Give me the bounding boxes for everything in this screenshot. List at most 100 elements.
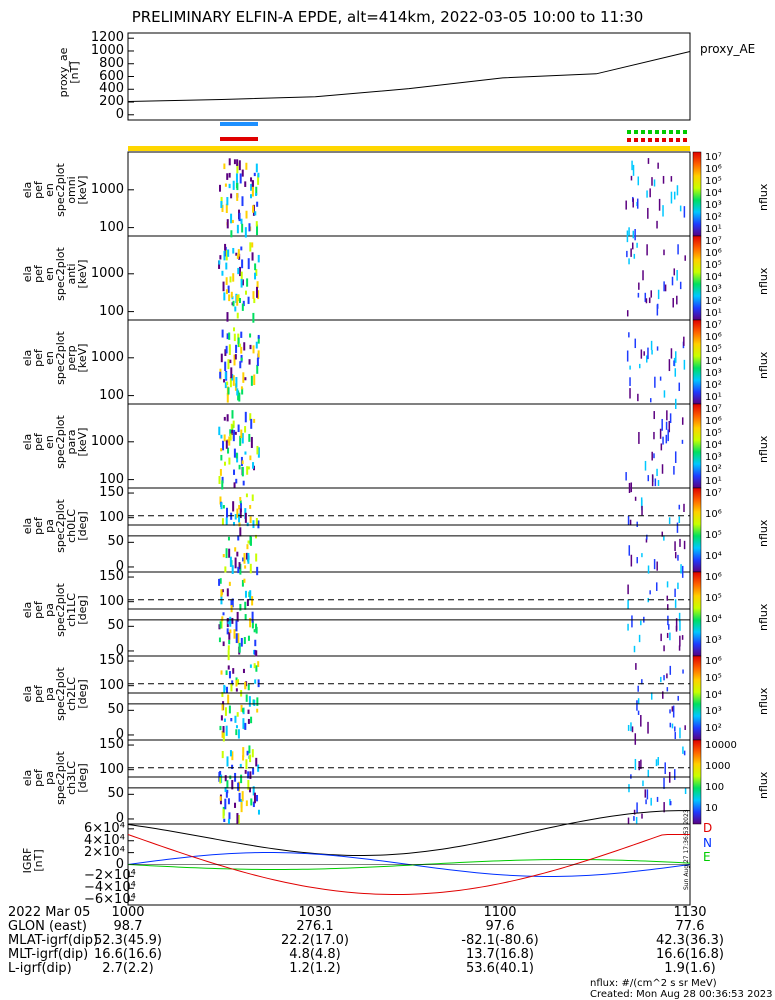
- spectrogram-cell: [630, 722, 632, 731]
- bottom-row-value: 4.8(4.8): [275, 947, 355, 962]
- spectrogram-cell: [235, 432, 237, 435]
- spectrogram-cell: [672, 298, 674, 307]
- spectrogram-cell: [232, 501, 234, 511]
- spectrogram-cell: [248, 434, 250, 442]
- spectrogram-cell: [233, 301, 235, 307]
- spectrogram-cell: [245, 591, 247, 598]
- spectrogram-cell: [239, 465, 241, 470]
- panel-frame: [128, 488, 690, 572]
- spectrogram-cell: [252, 749, 254, 757]
- green-dot: [648, 130, 652, 134]
- spectrogram-cell: [237, 225, 239, 233]
- spectrogram-cell: [250, 717, 252, 723]
- panel-frame: [128, 404, 690, 488]
- spectrogram-cell: [224, 244, 226, 251]
- spectrogram-cell: [244, 451, 246, 454]
- spectrogram-cell: [256, 567, 258, 575]
- igrf-legend-e: E: [703, 850, 711, 864]
- spectrogram-cell: [228, 665, 230, 669]
- spectrogram-cell: [224, 718, 226, 721]
- spectrogram-cell: [629, 545, 631, 555]
- colorbar-tick: 10³: [705, 368, 722, 379]
- spectrogram-cell: [255, 650, 257, 656]
- y-tick-label: 150: [84, 653, 124, 668]
- spectrogram-cell: [224, 417, 226, 421]
- panel-frame: [128, 33, 690, 120]
- spectrogram-cell: [669, 709, 671, 713]
- green-dot: [655, 130, 659, 134]
- spectrogram-cell: [249, 618, 251, 627]
- colorbar: [693, 320, 701, 404]
- panel-ylabel: ela pef en spec2plot para [keV]: [22, 400, 88, 484]
- spectrogram-cell: [671, 176, 673, 182]
- spectrogram-cell: [677, 523, 679, 533]
- spectrogram-cell: [236, 453, 238, 459]
- spectrogram-cell: [682, 417, 684, 424]
- spectrogram-cell: [632, 726, 634, 732]
- spectrogram-cell: [250, 194, 252, 198]
- colorbar-tick: 10⁵: [705, 530, 722, 541]
- spectrogram-cell: [252, 520, 254, 528]
- colorbar-label: nflux: [757, 267, 770, 294]
- spectrogram-cell: [236, 159, 238, 166]
- spectrogram-cell: [226, 517, 228, 525]
- spectrogram-cell: [233, 432, 235, 442]
- spectrogram-cell: [257, 661, 259, 667]
- panel-frame: [128, 236, 690, 320]
- spectrogram-cell: [230, 214, 232, 224]
- spectrogram-cell: [244, 637, 246, 644]
- spectrogram-cell: [675, 399, 677, 409]
- spectrogram-cell: [251, 596, 253, 605]
- spectrogram-cell: [230, 718, 232, 721]
- spectrogram-cell: [647, 208, 649, 219]
- spectrogram-cell: [235, 354, 237, 359]
- colorbar-tick: 10⁴: [705, 188, 722, 199]
- spectrogram-cell: [629, 377, 631, 386]
- spectrogram-cell: [655, 478, 657, 486]
- y-tick-label: 0: [84, 107, 124, 122]
- spectrogram-cell: [240, 764, 242, 767]
- spectrogram-cell: [256, 287, 258, 298]
- spectrogram-cell: [649, 590, 651, 594]
- spectrogram-cell: [225, 263, 227, 270]
- spectrogram-cell: [250, 177, 252, 181]
- spectrogram-cell: [675, 599, 677, 608]
- colorbar-tick: 10³: [705, 452, 722, 463]
- spectrogram-cell: [219, 476, 221, 484]
- bottom-row-label: GLON (east): [8, 919, 87, 934]
- red-dot: [662, 138, 666, 142]
- panel-frame: [128, 152, 690, 236]
- spectrogram-cell: [223, 282, 225, 292]
- spectrogram-cell: [636, 802, 638, 812]
- colorbar-tick: 10⁴: [705, 440, 722, 451]
- colorbar-label: nflux: [757, 435, 770, 462]
- bottom-row-value: 53.6(40.1): [460, 961, 540, 976]
- spectrogram-cell: [252, 494, 254, 501]
- spectrogram-cell: [223, 505, 225, 508]
- spectrogram-cell: [256, 164, 258, 173]
- spectrogram-cell: [638, 711, 640, 715]
- spectrogram-cell: [660, 429, 662, 439]
- spectrogram-cell: [242, 791, 244, 801]
- spectrogram-cell: [229, 158, 231, 165]
- spectrogram-cell: [634, 810, 636, 815]
- spectrogram-cell: [636, 817, 638, 824]
- colorbar-tick: 10⁷: [705, 320, 722, 331]
- bottom-row-value: 16.6(16.8): [650, 947, 730, 962]
- spectrogram-cell: [241, 259, 243, 268]
- spectrogram-cell: [680, 206, 682, 212]
- spectrogram-cell: [256, 518, 258, 525]
- spectrogram-cell: [232, 248, 234, 254]
- bottom-row-value: 276.1: [275, 919, 355, 934]
- colorbar-tick: 10⁴: [705, 614, 722, 625]
- spectrogram-cell: [234, 803, 236, 808]
- spectrogram-cell: [219, 771, 221, 775]
- spectrogram-cell: [231, 618, 233, 624]
- spectrogram-cell: [224, 799, 226, 810]
- spectrogram-cell: [246, 211, 248, 219]
- spectrogram-cell: [242, 718, 244, 729]
- spectrogram-cell: [682, 566, 684, 578]
- spectrogram-cell: [674, 541, 676, 551]
- spectrogram-cell: [663, 176, 665, 184]
- spectrogram-cell: [663, 250, 665, 256]
